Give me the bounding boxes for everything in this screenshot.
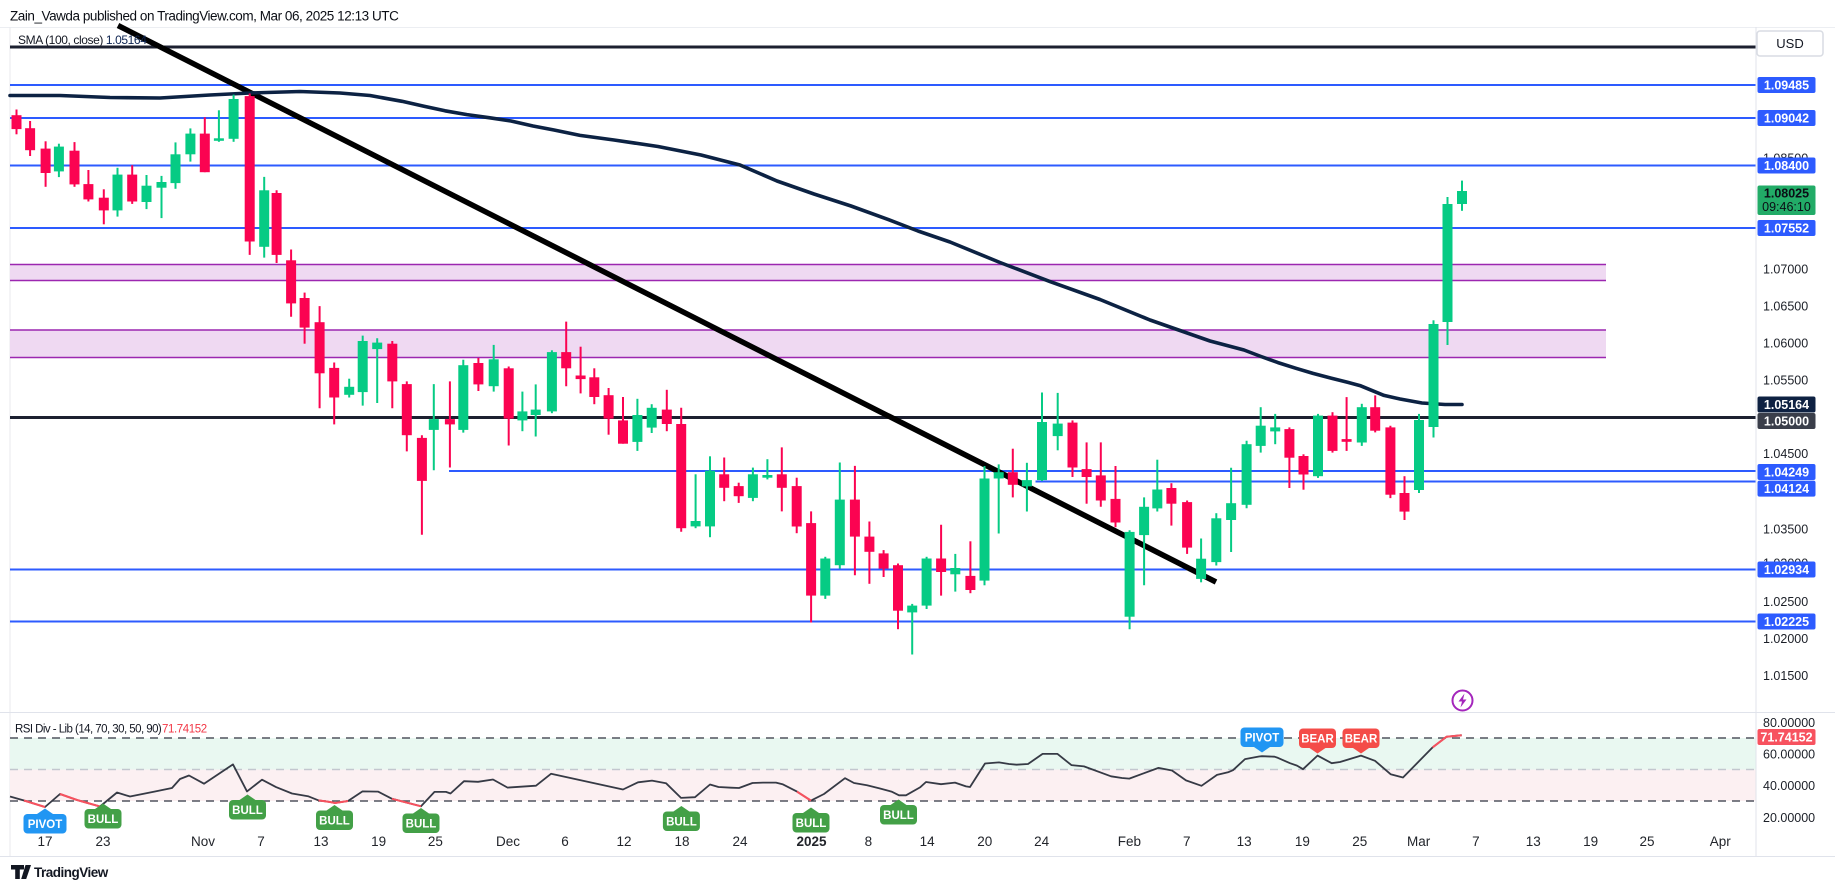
svg-text:BULL: BULL [232, 805, 263, 817]
svg-text:PIVOT: PIVOT [1245, 733, 1280, 745]
svg-text:18: 18 [674, 834, 689, 849]
svg-text:BULL: BULL [666, 817, 697, 829]
svg-text:BULL: BULL [406, 819, 437, 831]
svg-text:1.06000: 1.06000 [1763, 336, 1808, 350]
svg-text:8: 8 [865, 834, 873, 849]
svg-text:1.02500: 1.02500 [1763, 595, 1808, 609]
svg-text:71.74152: 71.74152 [1760, 731, 1812, 745]
svg-text:25: 25 [428, 834, 443, 849]
svg-text:13: 13 [313, 834, 328, 849]
svg-text:USD: USD [1776, 36, 1803, 51]
svg-text:24: 24 [732, 834, 748, 849]
svg-text:1.02934: 1.02934 [1764, 563, 1809, 577]
svg-text:SMA (100, close) 1.05164: SMA (100, close) 1.05164 [18, 33, 147, 47]
svg-text:7: 7 [1472, 834, 1480, 849]
svg-text:09:46:10: 09:46:10 [1762, 200, 1811, 214]
svg-text:7: 7 [1183, 834, 1191, 849]
svg-text:Mar: Mar [1407, 834, 1431, 849]
svg-text:1.01500: 1.01500 [1763, 669, 1808, 683]
svg-text:BEAR: BEAR [1301, 734, 1334, 746]
svg-text:RSI Div - Lib (14, 70, 30, 50,: RSI Div - Lib (14, 70, 30, 50, 90) [15, 724, 162, 736]
svg-text:BULL: BULL [319, 816, 350, 828]
svg-text:BULL: BULL [883, 810, 914, 822]
svg-text:80.00000: 80.00000 [1763, 716, 1815, 730]
svg-text:Apr: Apr [1710, 834, 1732, 849]
svg-text:13: 13 [1526, 834, 1541, 849]
svg-text:1.05164: 1.05164 [1764, 398, 1809, 412]
svg-text:1.03500: 1.03500 [1763, 523, 1808, 537]
svg-text:19: 19 [1295, 834, 1310, 849]
svg-text:13: 13 [1237, 834, 1252, 849]
svg-text:12: 12 [616, 834, 631, 849]
svg-text:60.00000: 60.00000 [1763, 748, 1815, 762]
svg-text:7: 7 [257, 834, 265, 849]
svg-text:1.04500: 1.04500 [1763, 447, 1808, 461]
svg-text:Zain_Vawda published on Tradin: Zain_Vawda published on TradingView.com,… [10, 9, 399, 24]
svg-text:1.07000: 1.07000 [1763, 262, 1808, 276]
svg-text:TradingView: TradingView [34, 865, 109, 880]
svg-text:20.00000: 20.00000 [1763, 811, 1815, 825]
svg-text:1.09042: 1.09042 [1764, 112, 1809, 126]
svg-text:19: 19 [1583, 834, 1598, 849]
svg-text:1.04124: 1.04124 [1764, 482, 1809, 496]
svg-text:25: 25 [1639, 834, 1654, 849]
svg-text:Dec: Dec [496, 834, 520, 849]
svg-text:19: 19 [371, 834, 386, 849]
svg-text:24: 24 [1034, 834, 1050, 849]
svg-text:17: 17 [37, 834, 52, 849]
svg-text:1.04249: 1.04249 [1764, 466, 1809, 480]
svg-text:6: 6 [561, 834, 569, 849]
svg-text:25: 25 [1352, 834, 1367, 849]
svg-text:1.06500: 1.06500 [1763, 299, 1808, 313]
svg-text:1.05000: 1.05000 [1764, 415, 1809, 429]
svg-text:1.07552: 1.07552 [1764, 222, 1809, 236]
svg-text:23: 23 [95, 834, 110, 849]
svg-text:71.74152: 71.74152 [162, 724, 207, 736]
svg-text:BULL: BULL [796, 818, 827, 830]
svg-text:1.08025: 1.08025 [1764, 187, 1809, 201]
svg-text:1.05500: 1.05500 [1763, 373, 1808, 387]
svg-text:1.02000: 1.02000 [1763, 632, 1808, 646]
svg-text:1.09485: 1.09485 [1764, 79, 1809, 93]
svg-text:40.00000: 40.00000 [1763, 779, 1815, 793]
svg-text:20: 20 [977, 834, 992, 849]
svg-text:BULL: BULL [88, 814, 119, 826]
svg-text:Nov: Nov [191, 834, 215, 849]
svg-text:BEAR: BEAR [1345, 734, 1378, 746]
svg-text:1.08400: 1.08400 [1764, 159, 1809, 173]
svg-text:Feb: Feb [1118, 834, 1141, 849]
svg-text:2025: 2025 [796, 834, 827, 849]
svg-text:1.02225: 1.02225 [1764, 615, 1809, 629]
svg-text:14: 14 [920, 834, 936, 849]
svg-text:PIVOT: PIVOT [28, 819, 63, 831]
